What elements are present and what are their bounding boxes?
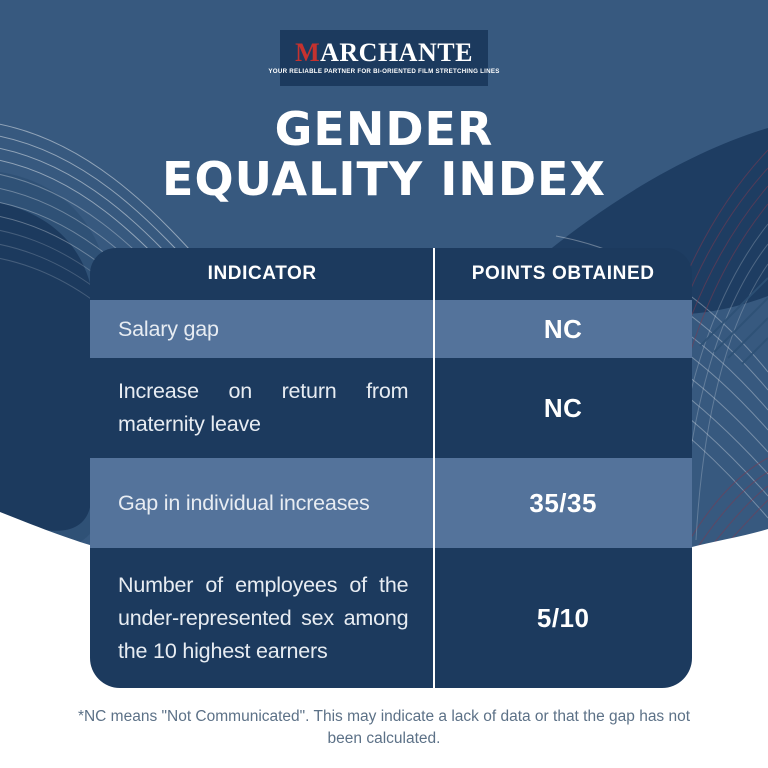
brand-tagline: YOUR RELIABLE PARTNER FOR BI-ORIENTED FI… xyxy=(268,68,500,75)
brand-name-rest: ARCHANTE xyxy=(320,38,473,67)
page-title-line2: EQUALITY INDEX xyxy=(162,152,606,206)
table-row: Salary gap NC xyxy=(90,300,692,358)
brand-name-initial: M xyxy=(295,38,321,67)
indicator-individual-increases: Gap in individual increases xyxy=(118,490,370,515)
page-title: GENDER EQUALITY INDEX xyxy=(0,104,768,204)
points-maternity-leave: NC xyxy=(543,392,583,423)
gender-equality-index-table: INDICATOR POINTS OBTAINED Salary gap NC … xyxy=(90,248,692,688)
points-individual-increases: 35/35 xyxy=(529,487,597,518)
indicator-under-represented-sex: Number of employees of the under-represe… xyxy=(118,572,409,663)
page-title-line1: GENDER xyxy=(274,102,494,156)
table-header-row: INDICATOR POINTS OBTAINED xyxy=(90,248,692,300)
header-indicator: INDICATOR xyxy=(207,263,317,284)
indicator-salary-gap: Salary gap xyxy=(118,316,219,341)
table-row: Number of employees of the under-represe… xyxy=(90,548,692,688)
header-points-obtained: POINTS OBTAINED xyxy=(471,263,655,284)
points-under-represented-sex: 5/10 xyxy=(536,602,590,633)
points-salary-gap: NC xyxy=(543,313,583,344)
brand-logo: MARCHANTE YOUR RELIABLE PARTNER FOR BI-O… xyxy=(268,30,499,86)
table-row: Increase on return from maternity leave … xyxy=(90,358,692,458)
table-row: Gap in individual increases 35/35 xyxy=(90,458,692,548)
footnote: *NC means "Not Communicated". This may i… xyxy=(77,708,691,747)
indicator-maternity-leave: Increase on return from maternity leave xyxy=(118,379,409,436)
brand-name: MARCHANTE xyxy=(295,40,473,66)
column-divider xyxy=(433,248,436,688)
